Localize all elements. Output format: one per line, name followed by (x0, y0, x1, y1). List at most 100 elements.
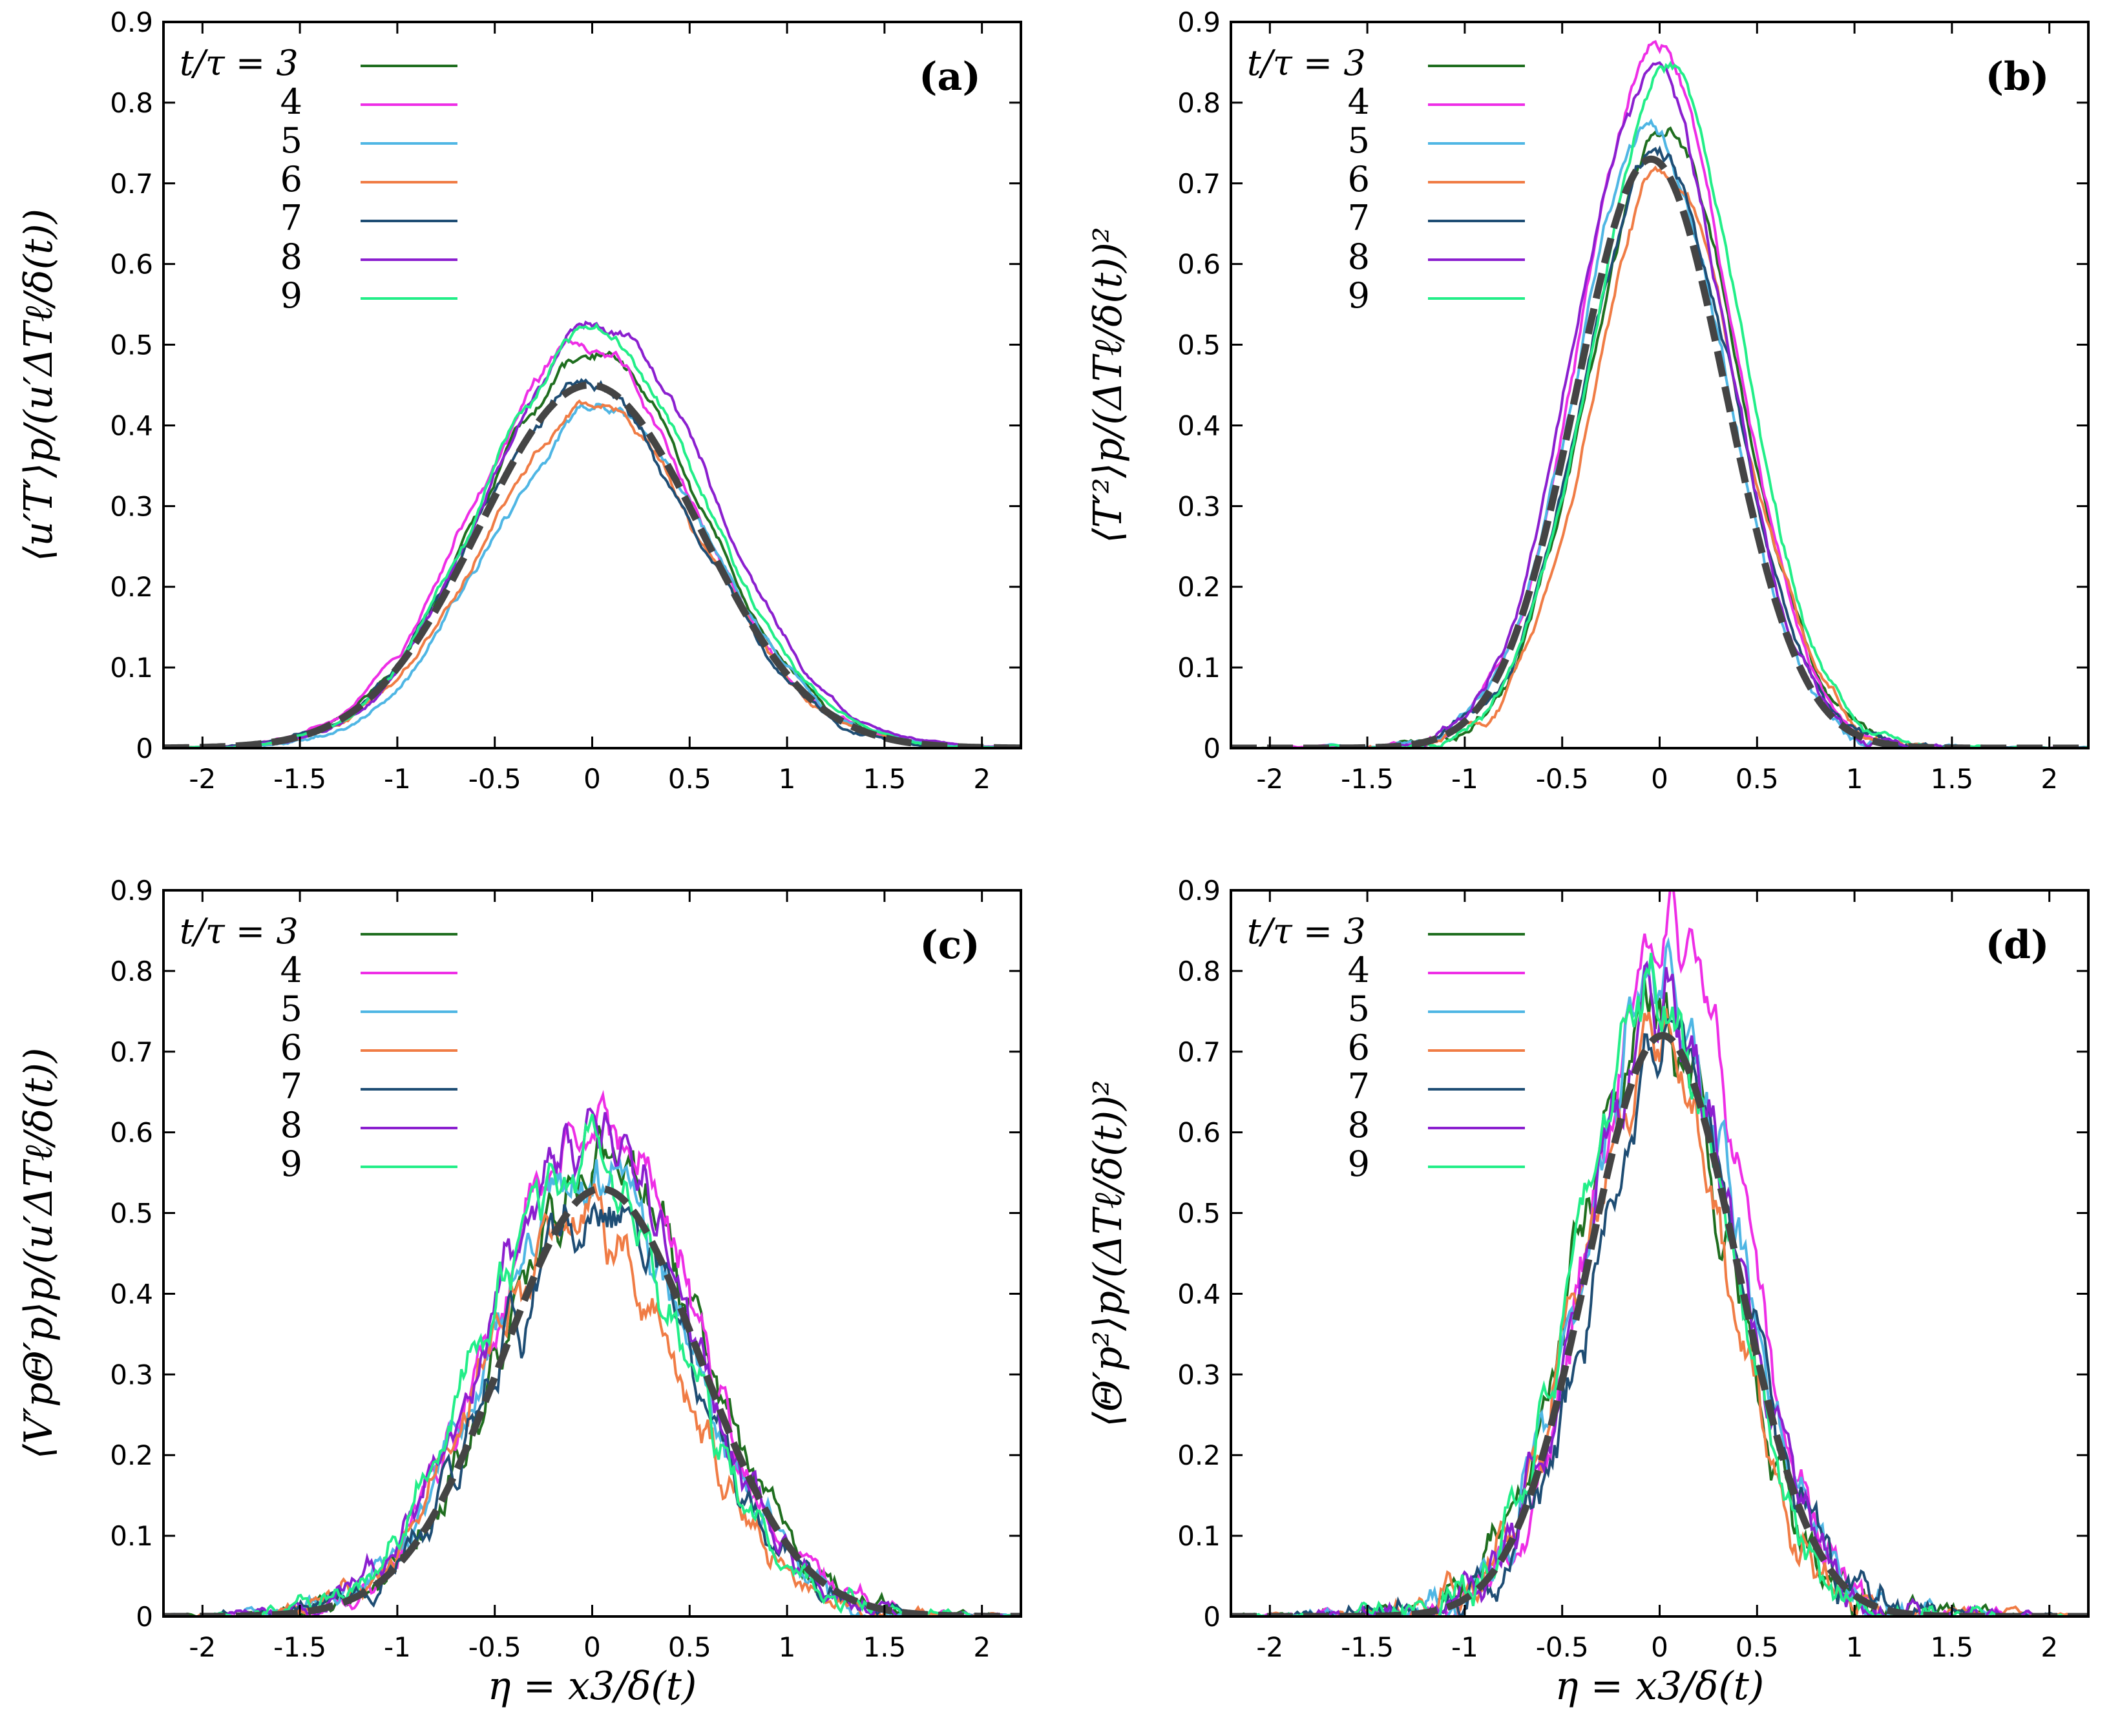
x-tick-label: 2 (2041, 763, 2058, 795)
x-tick-label: 1.5 (1930, 763, 1973, 795)
x-tick-label: 1 (1846, 763, 1863, 795)
legend-label-3: t/τ = 3 (1247, 43, 1366, 83)
y-tick-label: 0.3 (1177, 1359, 1221, 1390)
y-tick-label: 0.5 (110, 329, 153, 361)
panel-label: (b) (1986, 54, 2050, 99)
y-axis-label: ⟨V′pΘ′p⟩p/(u′ΔTℓ/δ(t)) (16, 1048, 61, 1459)
legend-label-6: 6 (1348, 159, 1370, 200)
x-tick-label: -2 (189, 1631, 216, 1663)
legend-label-9: 9 (280, 275, 302, 316)
x-tick-label: -0.5 (468, 1631, 521, 1663)
y-tick-label: 0.2 (110, 1439, 153, 1471)
y-tick-label: 0.1 (1177, 652, 1221, 684)
panel-d: 0 0.1 0.2 0.3 0.4 0.5 0.6 0.7 0.8 0.9 -2 -1.5 -1 -0.5… (1086, 875, 2090, 1709)
x-tick-label: 0.5 (668, 1631, 711, 1663)
legend-label-6: 6 (1348, 1027, 1370, 1068)
panel-label: (c) (919, 923, 980, 968)
y-tick-label: 0.7 (1177, 1036, 1221, 1068)
x-tick-label: -1 (384, 1631, 411, 1663)
legend-label-5: 5 (280, 120, 302, 161)
y-tick-label: 0 (1203, 733, 1221, 764)
y-tick-label: 0.5 (1177, 1198, 1221, 1229)
y-tick-label: 0.5 (1177, 329, 1221, 361)
y-tick-label: 0 (136, 733, 153, 764)
legend-label-3: t/τ = 3 (180, 911, 299, 952)
legend-label-8: 8 (1348, 1105, 1370, 1145)
x-tick-label: 0.5 (1736, 763, 1779, 795)
series-line-6 (163, 399, 1021, 748)
y-tick-label: 0.4 (1177, 410, 1221, 441)
legend-label-5: 5 (1348, 120, 1370, 161)
y-tick-label: 0.6 (110, 249, 153, 280)
x-tick-label: -2 (1256, 763, 1283, 795)
series-line-3 (163, 350, 1021, 748)
legend-label-5: 5 (280, 988, 302, 1029)
legend-label-7: 7 (280, 1066, 302, 1107)
x-tick-label: -1 (384, 763, 411, 795)
y-tick-label: 0.8 (1177, 956, 1221, 987)
legend-label-4: 4 (1348, 950, 1370, 990)
y-tick-label: 0.4 (110, 1278, 153, 1310)
x-tick-label: 0 (1651, 1631, 1668, 1663)
y-tick-label: 0.9 (1177, 6, 1221, 38)
series-line-4 (1231, 39, 2088, 748)
legend-label-4: 4 (280, 81, 302, 122)
y-tick-label: 0.9 (110, 875, 153, 906)
legend-label-6: 6 (280, 1027, 302, 1068)
series-line-6 (163, 1183, 1021, 1616)
x-tick-label: -0.5 (468, 763, 521, 795)
x-tick-label: -1.5 (273, 1631, 326, 1663)
y-tick-label: 0.6 (1177, 249, 1221, 280)
x-tick-label: 1.5 (863, 1631, 906, 1663)
legend-label-9: 9 (280, 1144, 302, 1184)
x-tick-label: -1 (1451, 763, 1478, 795)
y-tick-label: 0.7 (1177, 168, 1221, 200)
x-axis-label: η = x3/δ(t) (488, 1664, 697, 1709)
x-tick-label: -1.5 (273, 763, 326, 795)
y-tick-label: 0.1 (110, 652, 153, 684)
legend-label-7: 7 (280, 198, 302, 238)
x-tick-label: -1 (1451, 1631, 1478, 1663)
panel-label: (a) (919, 54, 981, 99)
y-tick-label: 0 (1203, 1601, 1221, 1633)
y-tick-label: 0.4 (110, 410, 153, 441)
y-axis-label: ⟨u′T′⟩p/(u′ΔTℓ/δ(t)) (16, 209, 61, 561)
y-tick-label: 0.1 (1177, 1520, 1221, 1552)
x-tick-label: -1.5 (1341, 1631, 1394, 1663)
legend-label-3: t/τ = 3 (1247, 911, 1366, 952)
x-axis-label: η = x3/δ(t) (1555, 1664, 1765, 1709)
y-tick-label: 0.5 (110, 1198, 153, 1229)
x-tick-label: 1 (1846, 1631, 1863, 1663)
y-tick-label: 0.2 (110, 571, 153, 603)
y-tick-label: 0.8 (110, 956, 153, 987)
y-tick-label: 0.7 (110, 1036, 153, 1068)
legend-label-7: 7 (1348, 198, 1370, 238)
x-tick-label: -2 (1256, 1631, 1283, 1663)
y-tick-label: 0.8 (1177, 87, 1221, 119)
series-line-8 (1231, 61, 2088, 748)
mean-curve (163, 1185, 1021, 1616)
legend-label-8: 8 (1348, 236, 1370, 277)
y-tick-label: 0.3 (110, 490, 153, 522)
y-tick-label: 0.6 (1177, 1117, 1221, 1149)
legend-label-4: 4 (280, 950, 302, 990)
x-tick-label: -0.5 (1536, 763, 1589, 795)
x-tick-label: 0 (583, 763, 601, 795)
legend-label-9: 9 (1348, 275, 1370, 316)
x-tick-label: 2 (973, 1631, 991, 1663)
legend-label-5: 5 (1348, 988, 1370, 1029)
series-line-8 (163, 320, 1021, 748)
x-tick-label: 0.5 (1736, 1631, 1779, 1663)
x-tick-label: 1.5 (863, 763, 906, 795)
x-tick-label: 0.5 (668, 763, 711, 795)
panel-a: 0 0.1 0.2 0.3 0.4 0.5 0.6 0.7 0.8 0.9 -2 -1.5 -1 -0.5… (16, 6, 1022, 795)
y-tick-label: 0.7 (110, 168, 153, 200)
x-tick-label: 0 (583, 1631, 601, 1663)
series-group (163, 320, 1021, 748)
legend-label-3: t/τ = 3 (180, 43, 299, 83)
y-tick-label: 0.3 (110, 1359, 153, 1390)
x-tick-label: 2 (2041, 1631, 2058, 1663)
mean-curve (163, 381, 1021, 748)
x-tick-label: 1.5 (1930, 1631, 1973, 1663)
